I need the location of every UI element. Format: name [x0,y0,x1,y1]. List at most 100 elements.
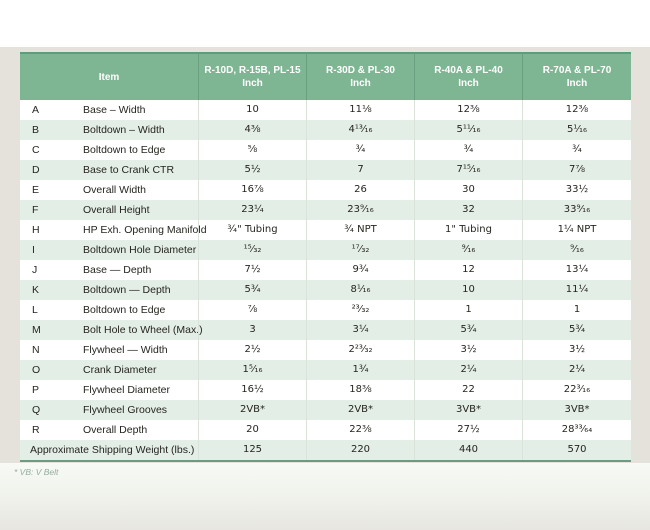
cell-value: 26 [306,180,414,200]
cell-value: 3¼ [306,320,414,340]
row-key: N [32,344,40,356]
row-item-label: Boltdown to Edge [83,304,166,316]
cell-value: ¾ [522,140,631,160]
cell-value: 10 [198,100,306,120]
row-item-label: Bolt Hole to Wheel (Max.) [83,324,203,336]
table-header-row: Item R-10D, R-15B, PL-15 Inch R-30D & PL-30… [20,52,631,100]
cell-value: 4⅜ [198,120,306,140]
row-key: H [32,224,40,236]
row-key: M [32,324,41,336]
table-row: M Bolt Hole to Wheel (Max.) 3 3¼ 5¾ 5¾ [20,320,631,340]
row-key: L [32,304,38,316]
cell-value: 12⅜ [414,100,522,120]
cell-value: 7 [306,160,414,180]
cell-value: ⁹⁄₁₆ [414,240,522,260]
cell-value: 1" Tubing [414,220,522,240]
row-item-label: Boltdown Hole Diameter [83,244,197,256]
cell-value: 3 [198,320,306,340]
item-cell: P Flywheel Diameter [20,380,198,400]
cell-value: 33⁹⁄₁₆ [522,200,631,220]
table-row: C Boltdown to Edge ⅝ ¾ ¾ ¾ [20,140,631,160]
row-key: I [32,244,35,256]
cell-value: 16⅞ [198,180,306,200]
cell-value: ⅝ [198,140,306,160]
row-key: D [32,164,40,176]
cell-value: 11¼ [522,280,631,300]
table-row: O Crank Diameter 1⁵⁄₁₆ 1¾ 2¼ 2¼ [20,360,631,380]
row-key: P [32,384,40,396]
column-header-model-4: R-70A & PL-70 Inch [522,54,631,100]
cell-value: 22 [414,380,522,400]
cell-value: 33½ [522,180,631,200]
item-cell: O Crank Diameter [20,360,198,380]
row-item-label: Base — Depth [83,264,152,276]
cell-value: 2½ [198,340,306,360]
row-item-label: Boltdown – Width [83,124,165,136]
cell-value: 8¹⁄₁₆ [306,280,414,300]
cell-value: 3½ [522,340,631,360]
table-row: N Flywheel — Width 2½ 2²³⁄₃₂ 3½ 3½ [20,340,631,360]
item-cell: J Base — Depth [20,260,198,280]
row-item-label: Overall Depth [83,424,148,436]
cell-value: 1⁵⁄₁₆ [198,360,306,380]
cell-value: ¾ NPT [306,220,414,240]
cell-value: ¾ [414,140,522,160]
cell-value: 2VB* [306,400,414,420]
cell-value: 23¼ [198,200,306,220]
table-row: J Base — Depth 7½ 9¾ 12 13¼ [20,260,631,280]
cell-value: 18⅜ [306,380,414,400]
cell-value: 12 [414,260,522,280]
row-item-label: Flywheel Diameter [83,384,170,396]
item-cell: I Boltdown Hole Diameter [20,240,198,260]
row-key: O [32,364,41,376]
row-item-label: Boltdown — Depth [83,284,171,296]
row-item-label: Flywheel — Width [83,344,168,356]
cell-value: 22⅜ [306,420,414,440]
cell-value: 440 [414,440,522,460]
table-row: B Boltdown – Width 4⅜ 4¹³⁄₁₆ 5¹¹⁄₁₆ 5¹⁄₁₆ [20,120,631,140]
cell-value: 2²³⁄₃₂ [306,340,414,360]
cell-value: 125 [198,440,306,460]
row-item-label: Boltdown to Edge [83,144,166,156]
cell-value: 2VB* [198,400,306,420]
table-row: K Boltdown — Depth 5¾ 8¹⁄₁₆ 10 11¼ [20,280,631,300]
cell-value: 22³⁄₁₆ [522,380,631,400]
cell-value: 3½ [414,340,522,360]
row-item-label: Overall Width [83,184,147,196]
table-row: F Overall Height 23¼ 23⁹⁄₁₆ 32 33⁹⁄₁₆ [20,200,631,220]
cell-value: 7½ [198,260,306,280]
cell-value: 5¾ [522,320,631,340]
cell-value: 7¹⁵⁄₁₆ [414,160,522,180]
cell-value: 32 [414,200,522,220]
cell-value: 28³³⁄₆₄ [522,420,631,440]
table-row: E Overall Width 16⅞ 26 30 33½ [20,180,631,200]
item-cell: R Overall Depth [20,420,198,440]
table-row: Q Flywheel Grooves 2VB* 2VB* 3VB* 3VB* [20,400,631,420]
row-item-label: Approximate Shipping Weight (lbs.) [30,444,195,456]
lower-background-band [0,463,650,530]
cell-value: 10 [414,280,522,300]
cell-value: 4¹³⁄₁₆ [306,120,414,140]
cell-value: 5¹¹⁄₁₆ [414,120,522,140]
item-cell: K Boltdown — Depth [20,280,198,300]
cell-value: 2¼ [414,360,522,380]
cell-value: ²³⁄₃₂ [306,300,414,320]
table-row: I Boltdown Hole Diameter ¹⁵⁄₃₂ ¹⁷⁄₃₂ ⁹⁄₁₆ ⁹⁄₁… [20,240,631,260]
table-row: A Base – Width 10 11⅛ 12⅜ 12⅜ [20,100,631,120]
table-row: L Boltdown to Edge ⅞ ²³⁄₃₂ 1 1 [20,300,631,320]
row-item-label: Base – Width [83,104,146,116]
footnote: * VB: V Belt [14,467,59,477]
item-cell: B Boltdown – Width [20,120,198,140]
item-cell: C Boltdown to Edge [20,140,198,160]
item-cell: F Overall Height [20,200,198,220]
cell-value: 1 [414,300,522,320]
cell-value: 27½ [414,420,522,440]
cell-value: 1¼ NPT [522,220,631,240]
table-row: Approximate Shipping Weight (lbs.) 125 220… [20,440,631,460]
cell-value: 11⅛ [306,100,414,120]
item-cell: L Boltdown to Edge [20,300,198,320]
row-key: R [32,424,40,436]
row-item-label: HP Exh. Opening Manifold [83,224,207,236]
cell-value: 23⁹⁄₁₆ [306,200,414,220]
table-row: P Flywheel Diameter 16½ 18⅜ 22 22³⁄₁₆ [20,380,631,400]
